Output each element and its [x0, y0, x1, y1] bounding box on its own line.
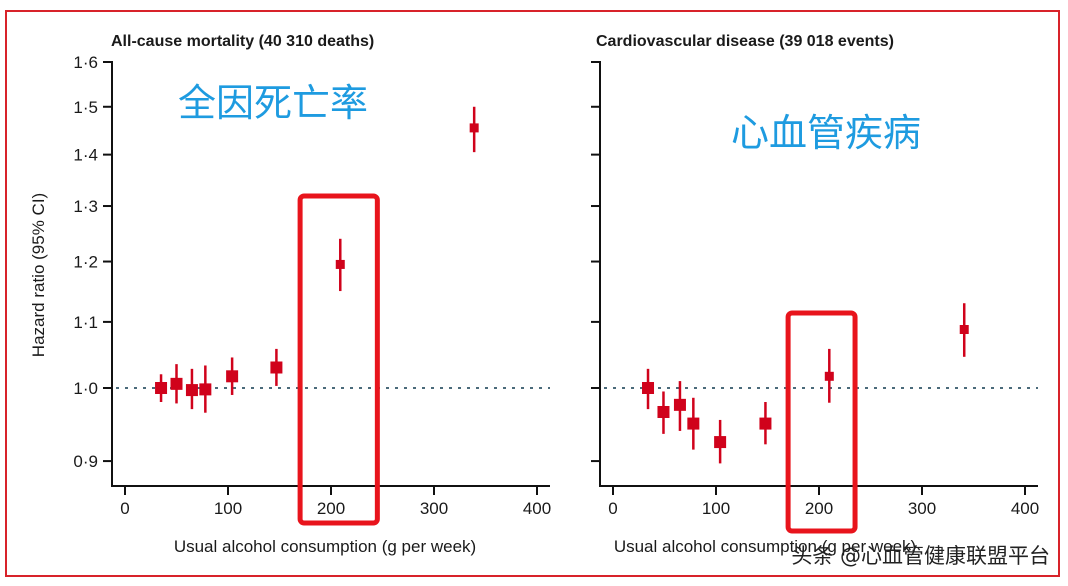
point-marker: [469, 123, 479, 133]
x-tick-label: 200: [805, 499, 833, 518]
point-marker: [170, 377, 183, 390]
y-tick-label: 0·9: [73, 452, 98, 471]
data-point: [155, 374, 168, 403]
point-marker: [155, 382, 168, 394]
data-point: [687, 397, 700, 450]
y-tick-label: 1·2: [73, 253, 98, 272]
data-point: [226, 357, 239, 395]
x-tick-label: 400: [523, 499, 551, 518]
highlight-rectangle: [297, 193, 380, 526]
data-point: [185, 368, 198, 410]
data-point: [759, 402, 772, 445]
y-tick-label: 1·3: [73, 197, 98, 216]
data-point: [959, 303, 969, 357]
x-ticks: 0 100 200 300 400: [120, 486, 551, 518]
y-tick-label: 1·4: [73, 146, 98, 165]
data-points: [155, 106, 479, 413]
point-marker: [270, 361, 283, 374]
data-point: [469, 106, 479, 153]
annotation-label: 全因死亡率: [178, 81, 368, 125]
highlight-box: [785, 310, 858, 534]
x-tick-label: 300: [908, 499, 936, 518]
data-point: [170, 364, 183, 404]
x-axis-label: Usual alcohol consumption (g per week): [174, 537, 476, 556]
data-point: [199, 365, 212, 413]
panel-cardiovascular-disease: Cardiovascular disease (39 018 events) 心…: [591, 33, 1039, 556]
x-tick-label: 400: [1011, 499, 1039, 518]
x-ticks: 0 100 200 300 400: [608, 486, 1039, 518]
data-point: [270, 348, 283, 386]
data-point: [657, 391, 670, 434]
point-marker: [759, 417, 772, 430]
x-tick-label: 100: [702, 499, 730, 518]
point-marker: [714, 436, 727, 449]
x-axis-label: Usual alcohol consumption (g per week): [614, 537, 916, 556]
panel-title: All-cause mortality (40 310 deaths): [111, 33, 374, 50]
point-marker: [185, 384, 198, 397]
x-tick-label: 100: [214, 499, 242, 518]
y-tick-label: 1·5: [73, 98, 98, 117]
data-point: [824, 348, 834, 403]
highlight-rectangle: [785, 310, 858, 534]
y-tick-label: 1·0: [73, 379, 98, 398]
watermark: 头条 @心血管健康联盟平台: [791, 544, 1050, 568]
y-tick-label: 1·6: [73, 53, 98, 72]
point-marker: [335, 259, 345, 269]
highlight-box: [297, 193, 380, 526]
y-axis-label: Hazard ratio (95% CI): [29, 193, 48, 357]
y-ticks: [591, 61, 600, 463]
point-marker: [226, 370, 239, 383]
data-point: [335, 238, 345, 292]
point-marker: [642, 382, 655, 394]
point-marker: [657, 405, 670, 418]
data-point: [673, 381, 686, 431]
panel-all-cause-mortality: All-cause mortality (40 310 deaths) 全因死亡…: [29, 33, 551, 556]
outer-frame: [5, 10, 1060, 577]
x-tick-label: 300: [420, 499, 448, 518]
data-point: [642, 368, 655, 410]
point-marker: [824, 371, 834, 381]
data-points: [642, 303, 969, 464]
point-marker: [959, 325, 969, 335]
point-marker: [687, 417, 700, 430]
y-ticks: 0·9 1·0 1·1 1·2 1·3 1·4 1·5 1·6: [73, 53, 112, 471]
data-point: [714, 419, 727, 464]
point-marker: [673, 398, 686, 411]
x-tick-label: 0: [608, 499, 617, 518]
x-tick-label: 200: [317, 499, 345, 518]
point-marker: [199, 383, 212, 396]
y-tick-label: 1·1: [73, 313, 98, 332]
annotation-label: 心血管疾病: [731, 111, 921, 155]
x-tick-label: 0: [120, 499, 129, 518]
panel-title: Cardiovascular disease (39 018 events): [596, 33, 894, 50]
